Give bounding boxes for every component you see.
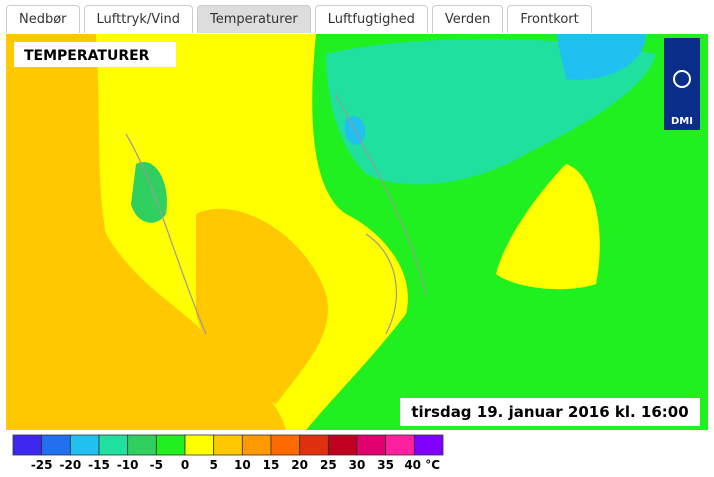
tab[interactable]: Lufttryk/Vind: [83, 5, 193, 33]
tab[interactable]: Nedbør: [6, 5, 80, 33]
legend-label: 25: [319, 458, 337, 472]
legend-label: -20: [59, 458, 82, 472]
timestamp: tirsdag 19. januar 2016 kl. 16:00: [411, 403, 688, 421]
legend-label: 30: [348, 458, 366, 472]
legend-swatch: [241, 434, 272, 456]
legend-label: 10: [233, 458, 251, 472]
legend-swatch: [270, 434, 301, 456]
legend-label: 5: [209, 458, 218, 472]
legend-swatch: [127, 434, 157, 456]
legend-swatch: [385, 434, 415, 456]
legend-labels: -25 -20 -15 -10 -5 0 5 10 15 20 25 30 35 40 °C: [12, 458, 472, 474]
legend-label: -10: [116, 458, 139, 472]
tab-bar: Nedbør Lufttryk/Vind Temperaturer Luftfugti…: [6, 5, 592, 34]
tab[interactable]: Frontkort: [507, 5, 592, 33]
legend-swatch: [12, 434, 43, 456]
legend-swatch: [413, 434, 444, 456]
legend-swatch: [299, 434, 329, 456]
legend-label: -25: [30, 458, 53, 472]
legend-label: 0: [180, 458, 190, 472]
legend-label: -15: [88, 458, 110, 472]
legend-swatch: [69, 434, 100, 456]
legend-swatch: [213, 434, 243, 456]
tab[interactable]: Verden: [431, 5, 504, 33]
legend-label: 20: [291, 458, 309, 472]
legend-label: -5: [149, 458, 163, 472]
map-title: TEMPERATURER: [24, 48, 150, 64]
map: TEMPERATURER tirsdag 19. januar 2016 kl.…: [6, 34, 708, 430]
legend-label: 15: [262, 458, 280, 472]
legend-swatch: [356, 434, 387, 456]
legend-swatch: [155, 434, 186, 456]
legend-swatch: [41, 434, 71, 456]
tab[interactable]: Temperaturer: [196, 5, 311, 33]
tab[interactable]: Luftfugtighed: [314, 5, 428, 33]
legend: [12, 434, 444, 456]
logo: DMI: [671, 116, 693, 127]
legend-swatch: [184, 434, 215, 456]
legend-label: 40 °C: [404, 458, 441, 472]
legend-label: 35: [377, 458, 395, 472]
legend-swatch: [98, 434, 129, 456]
legend-swatch: [327, 434, 358, 456]
